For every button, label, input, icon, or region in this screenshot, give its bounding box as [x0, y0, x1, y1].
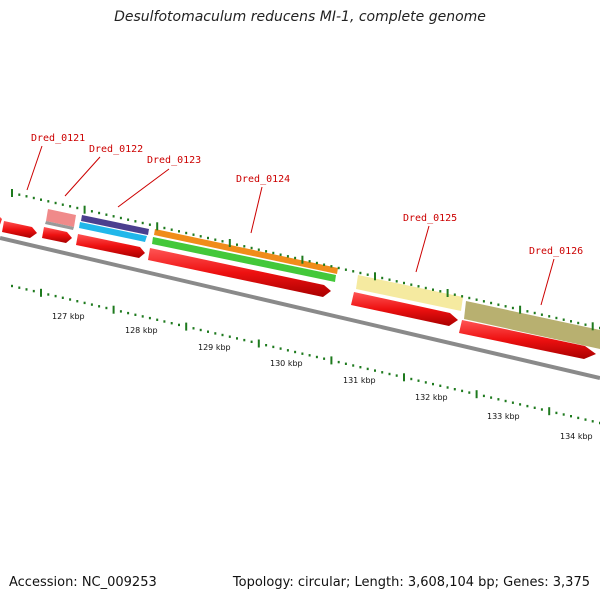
leader-dred-0125: [415, 225, 430, 273]
feature-bar-olive: [464, 301, 600, 349]
gene-labels: Dred_0121 Dred_0122 Dred_0123 Dred_0124 …: [31, 133, 583, 257]
gene-leaders: [26, 145, 555, 306]
map-title: Desulfotomaculum reducens MI-1, complete…: [114, 9, 486, 25]
gene-label-dred-0124: Dred_0124: [236, 174, 290, 185]
feature-bar-cream: [356, 275, 463, 311]
cds-arrow: [2, 221, 37, 238]
scale-label: 134 kbp: [560, 432, 593, 441]
leader-dred-0121: [26, 145, 43, 191]
leader-dred-0122: [64, 156, 101, 197]
feature-bar-pink-edge: [45, 221, 74, 230]
feature-bar-orange: [154, 229, 338, 274]
feature-bar-pink: [46, 209, 76, 227]
gene-label-dred-0122: Dred_0122: [89, 144, 143, 155]
leader-dred-0123: [117, 168, 170, 208]
genome-backbone: [0, 236, 600, 380]
scale-label: 127 kbp: [52, 312, 85, 321]
cds-arrow: [76, 234, 145, 258]
feature-bar-navy: [81, 215, 149, 235]
leader-dred-0126: [540, 258, 555, 306]
gene-label-dred-0126: Dred_0126: [529, 246, 583, 257]
scale-label: 128 kbp: [125, 326, 158, 335]
scale-label: 129 kbp: [198, 343, 231, 352]
scale-label: 130 kbp: [270, 359, 303, 368]
topology-text: Topology: circular; Length: 3,608,104 bp…: [232, 575, 590, 590]
cds-arrow: [0, 217, 2, 228]
accession-text: Accession: NC_009253: [9, 575, 157, 590]
gene-label-dred-0125: Dred_0125: [403, 213, 457, 224]
leader-dred-0124: [250, 186, 263, 234]
feature-bar-green: [152, 237, 336, 282]
cds-arrow: [351, 292, 458, 326]
feature-bar-cyan: [79, 222, 147, 242]
scale-ticks: [11, 189, 600, 425]
scale-label: 131 kbp: [343, 376, 376, 385]
cds-arrow: [148, 248, 331, 297]
scale-label: 133 kbp: [487, 412, 520, 421]
scale-labels: 127 kbp 128 kbp 129 kbp 130 kbp 131 kbp …: [52, 312, 593, 441]
cds-arrow: [459, 320, 596, 359]
cds-arrow: [42, 227, 72, 243]
gene-label-dred-0121: Dred_0121: [31, 133, 85, 144]
gene-label-dred-0123: Dred_0123: [147, 155, 201, 166]
feature-track: [45, 209, 600, 349]
cds-arrows: [0, 217, 596, 359]
scale-label: 132 kbp: [415, 393, 448, 402]
